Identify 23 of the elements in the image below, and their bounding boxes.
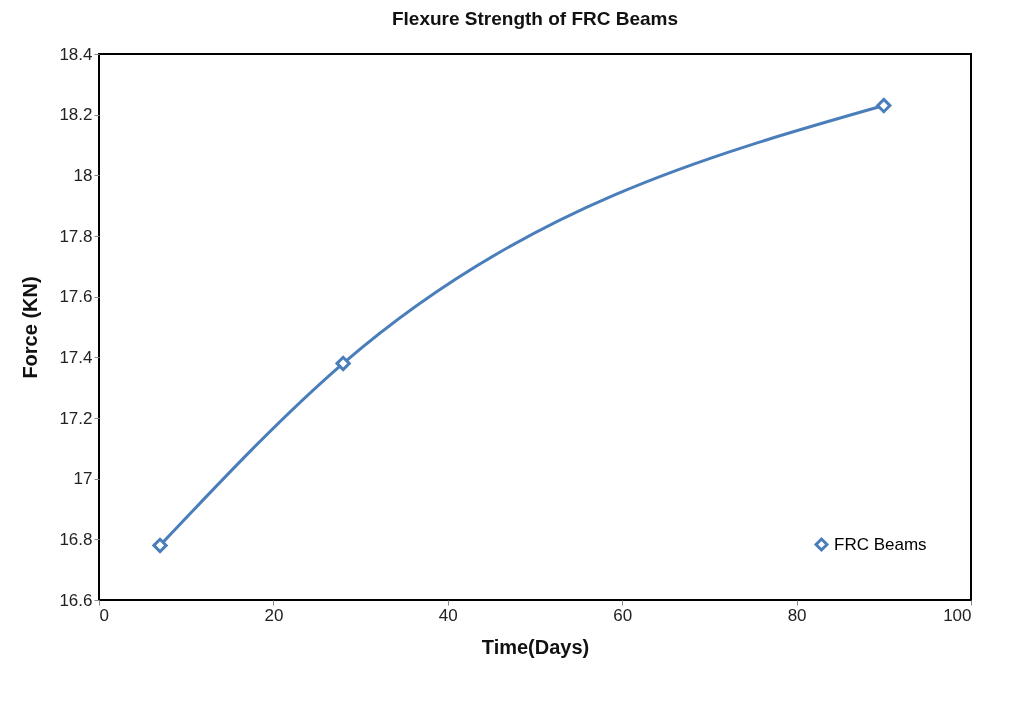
chart-title: Flexure Strength of FRC Beams — [391, 8, 679, 29]
y-tick-label: 18.4 — [59, 44, 93, 64]
x-tick-label: 0 — [99, 605, 109, 625]
y-tick-label: 17 — [73, 469, 93, 489]
point — [876, 97, 892, 114]
point — [335, 355, 351, 372]
y-tick-label: 17.6 — [59, 287, 93, 307]
y-axis-title: Force (KN) — [19, 276, 42, 379]
x-tick-label: 60 — [613, 605, 633, 625]
y-tick-label: 16.6 — [59, 590, 93, 610]
x-tick-label: 80 — [787, 605, 807, 625]
y-tick-label: 17.2 — [59, 408, 93, 428]
y-tick-label: 18 — [73, 165, 93, 185]
y-tick-label: 17.8 — [59, 226, 93, 246]
point — [152, 537, 168, 554]
y-tick-label: 17.4 — [59, 347, 93, 367]
legend-label: FRC Beams — [834, 534, 927, 554]
x-tick-label: 40 — [438, 605, 458, 625]
x-tick-label: 20 — [264, 605, 284, 625]
x-tick-label: 100 — [943, 605, 972, 625]
x-axis-title: Time(Days) — [481, 635, 590, 658]
y-tick-label: 16.8 — [59, 529, 93, 549]
y-tick-label: 18.2 — [59, 105, 93, 125]
